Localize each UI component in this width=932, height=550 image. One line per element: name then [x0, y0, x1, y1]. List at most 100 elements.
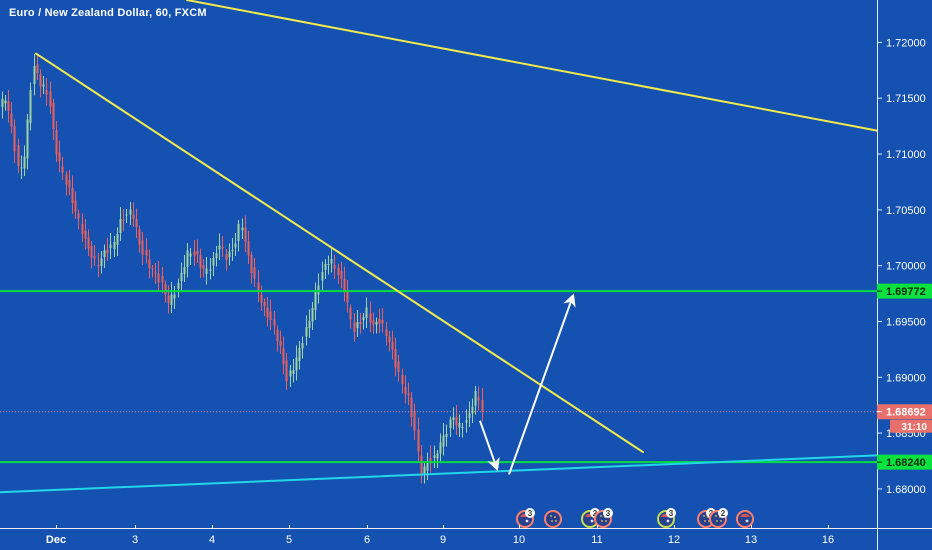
candle: [234, 233, 237, 256]
candle: [205, 256, 208, 285]
candle: [292, 358, 295, 383]
candle: [148, 249, 151, 279]
candle: [474, 385, 477, 415]
candle: [477, 386, 480, 411]
candle: [122, 208, 125, 232]
candle: [113, 236, 116, 257]
candle: [77, 209, 80, 230]
price-tick-label: 1.70000: [886, 261, 926, 273]
candle: [298, 341, 301, 370]
candle: [68, 170, 71, 196]
candle: [401, 368, 404, 394]
candle: [84, 218, 87, 250]
candle: [481, 388, 484, 421]
candle: [189, 248, 192, 265]
candle: [103, 244, 106, 268]
candle: [52, 99, 55, 141]
candle: [253, 258, 256, 288]
candle: [413, 403, 416, 440]
candle: [135, 208, 138, 238]
candle: [455, 405, 458, 435]
upper-falling-trendline[interactable]: [186, 0, 878, 132]
candle: [61, 156, 64, 180]
idea-marker[interactable]: 2: [709, 508, 728, 528]
candle: [289, 364, 292, 387]
price-tick-label: 1.70500: [886, 205, 926, 217]
candle: [263, 298, 266, 317]
idea-marker[interactable]: 3: [657, 508, 676, 528]
candle: [324, 259, 327, 280]
candle: [417, 417, 420, 462]
candle: [420, 444, 423, 484]
candle: [17, 138, 20, 174]
candle: [215, 245, 218, 267]
idea-count-badge: [666, 508, 676, 518]
candle: [186, 242, 189, 278]
candle: [157, 261, 160, 291]
projection-arrow-up[interactable]: [508, 293, 576, 475]
candle: [161, 266, 164, 294]
candle: [1, 91, 4, 119]
candle: [276, 325, 279, 352]
candle: [369, 301, 372, 332]
candle: [404, 375, 407, 404]
idea-marker[interactable]: [544, 510, 562, 528]
steep-falling-trendline[interactable]: [35, 52, 644, 454]
candle: [442, 423, 445, 456]
candle: [212, 251, 215, 276]
idea-marker[interactable]: 3: [516, 508, 535, 528]
candle: [375, 317, 378, 334]
candle: [196, 239, 199, 263]
candle: [391, 330, 394, 360]
candle: [314, 282, 317, 320]
candle: [81, 213, 84, 242]
candle: [372, 312, 375, 335]
candle: [394, 337, 397, 377]
price-axis[interactable]: 1.72000 1.71500 1.71000 1.70500 1.70000 1.695…: [877, 37, 926, 496]
candle: [282, 336, 285, 375]
candle: [225, 249, 228, 271]
candle: [49, 81, 52, 115]
bar-countdown-label: 31:10: [890, 419, 932, 433]
candlestick-series[interactable]: [1, 53, 484, 484]
candle: [87, 229, 90, 257]
idea-count-badge: [603, 508, 613, 518]
candle: [468, 401, 471, 428]
candle: [365, 297, 368, 328]
candle: [13, 119, 16, 163]
candle: [471, 398, 474, 424]
candle: [45, 78, 48, 106]
idea-marker[interactable]: 3: [594, 508, 613, 528]
svg-text:2: 2: [721, 509, 726, 518]
price-tick-label: 1.72000: [886, 37, 926, 49]
svg-text:3: 3: [669, 509, 674, 518]
candle: [119, 207, 122, 242]
time-tick-label: 16: [822, 534, 834, 546]
candle: [381, 308, 384, 333]
level-price-label: 1.69772: [877, 283, 932, 299]
time-axis[interactable]: Dec 3 4 5 6 9 10 11 12 13 16: [46, 525, 834, 546]
rising-support-trendline[interactable]: [0, 454, 878, 494]
time-tick-label: 12: [668, 534, 680, 546]
candle: [4, 95, 7, 111]
legend-symbol-title[interactable]: Euro / New Zealand Dollar, 60, FXCM: [9, 7, 207, 19]
svg-text:1.69772: 1.69772: [886, 286, 926, 298]
candle: [106, 238, 109, 261]
candle: [397, 354, 400, 382]
level-price-label: 1.68240: [877, 454, 932, 470]
candle: [337, 264, 340, 285]
candle: [26, 114, 29, 170]
candle: [333, 254, 336, 280]
candle: [55, 120, 58, 162]
candle: [353, 313, 356, 342]
time-tick-label: 5: [286, 534, 292, 546]
candle: [321, 261, 324, 291]
candle: [180, 262, 183, 292]
idea-marker[interactable]: [736, 510, 754, 528]
projection-arrow-down[interactable]: [479, 420, 500, 472]
candle: [39, 69, 42, 98]
candle: [305, 315, 308, 346]
